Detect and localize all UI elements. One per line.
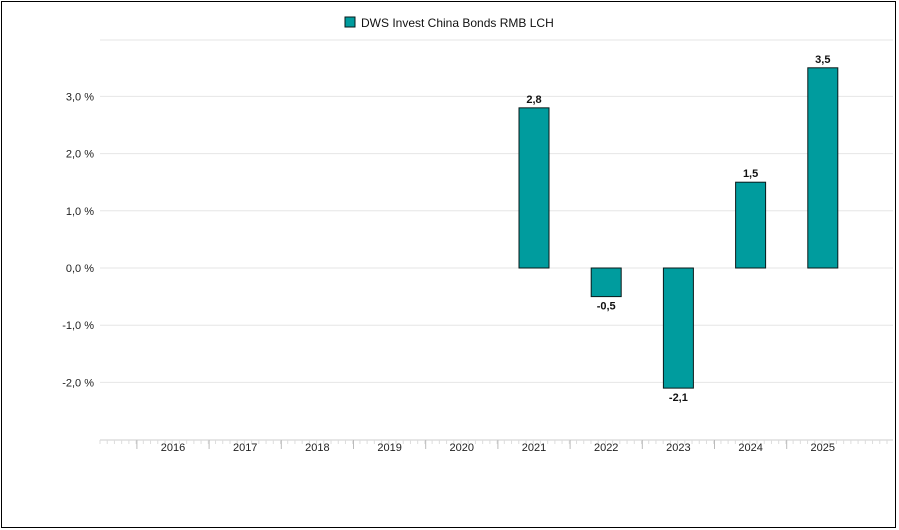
y-tick-label: 3,0 %	[66, 91, 94, 103]
data-label-2023: -2,1	[669, 392, 688, 404]
legend-swatch	[344, 16, 356, 28]
y-tick-label: -1,0 %	[62, 320, 94, 332]
x-tick-label: 2022	[594, 442, 618, 454]
grid-lines	[100, 39, 893, 383]
bar-2024	[735, 181, 767, 269]
y-tick-label: 2,0 %	[66, 149, 94, 161]
data-label-2022: -0,5	[597, 301, 616, 313]
y-tick-label: 1,0 %	[66, 206, 94, 218]
legend-label: DWS Invest China Bonds RMB LCH	[361, 16, 554, 30]
data-labels: 2,8 -0,5 -2,1 1,5 3,5	[526, 54, 830, 404]
data-label-2021: 2,8	[526, 94, 541, 106]
x-tick-label: 2020	[450, 442, 474, 454]
y-tick-label: -2,0 %	[62, 377, 94, 389]
y-tick-label: 0,0 %	[66, 263, 94, 275]
x-tick-label: 2024	[738, 442, 762, 454]
x-tick-label: 2017	[233, 442, 257, 454]
y-axis: 3,0 % 2,0 % 1,0 % 0,0 % -1,0 % -2,0 %	[62, 91, 94, 389]
bar-2023	[662, 267, 694, 389]
legend: DWS Invest China Bonds RMB LCH	[344, 16, 554, 30]
data-label-2024: 1,5	[743, 168, 758, 180]
x-tick-label: 2023	[666, 442, 690, 454]
bar-2021	[518, 107, 550, 269]
x-tick-label: 2016	[161, 442, 185, 454]
data-label-2025: 3,5	[815, 54, 830, 66]
bars	[518, 67, 839, 389]
x-tick-label: 2025	[811, 442, 835, 454]
x-tick-label: 2021	[522, 442, 546, 454]
x-axis: 2016 2017 2018 2019 2020 2021 2022 2023 2024 2025	[99, 439, 893, 454]
bar-2022	[590, 267, 622, 298]
bar-2025	[807, 67, 839, 269]
x-tick-label: 2018	[305, 442, 329, 454]
x-tick-label: 2019	[377, 442, 401, 454]
